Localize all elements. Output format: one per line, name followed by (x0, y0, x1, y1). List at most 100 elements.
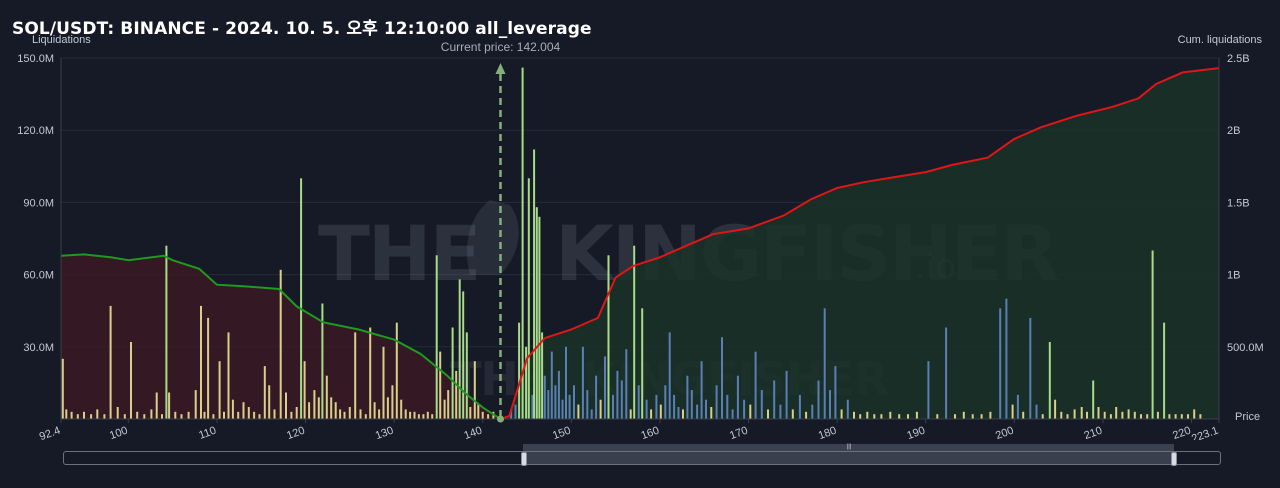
liquidation-bar (568, 394, 571, 419)
liquidation-bar (633, 245, 636, 419)
liquidation-bar (1066, 414, 1069, 419)
x-tick-label: 160 (640, 425, 661, 440)
liquidation-bar (1168, 414, 1171, 419)
liquidation-bar (435, 255, 438, 419)
liquidation-bar (1103, 411, 1106, 419)
liquidation-bar (400, 399, 403, 419)
current-price-marker: Current price: 142.004 (441, 40, 561, 423)
scroller-grip-icon[interactable]: ||| (846, 444, 852, 450)
liquidation-bar (369, 327, 372, 419)
liquidation-bar (736, 375, 739, 419)
liquidation-bar (677, 407, 680, 419)
liquidation-bar (760, 390, 763, 419)
liquidation-bar (439, 351, 442, 419)
liquidation-bar (273, 409, 276, 419)
x-tick-label: 200 (994, 425, 1015, 440)
liquidation-bar (308, 402, 311, 419)
liquidation-bar (417, 414, 420, 419)
liquidation-bar (927, 361, 930, 419)
liquidation-bar (136, 411, 139, 419)
liquidation-bar (481, 411, 484, 419)
liquidation-bar (980, 414, 983, 419)
x-tick-label: 190 (905, 425, 926, 440)
liquidation-bar (1163, 322, 1166, 419)
liquidation-bar (431, 414, 434, 419)
right-tick-label: 500.0M (1227, 342, 1264, 354)
liquidation-bar (1193, 409, 1196, 419)
liquidation-bar (971, 414, 974, 419)
liquidation-bar (954, 414, 956, 419)
liquidation-bar (174, 411, 177, 419)
liquidation-bar (743, 399, 746, 419)
liquidation-bar (547, 390, 550, 419)
liquidation-bar (798, 394, 801, 419)
x-tick-label: 130 (374, 425, 395, 440)
scroller-left-handle[interactable] (521, 452, 527, 466)
liquidation-bar (840, 409, 843, 419)
liquidation-bar (915, 411, 918, 419)
x-tick-label: 92.4 (38, 425, 62, 440)
long-cumulative-area (500, 68, 1219, 419)
left-tick-label: 30.0M (23, 342, 54, 354)
liquidation-bar (586, 390, 589, 419)
liquidation-bar (521, 67, 524, 419)
scroller-right-handle[interactable] (1171, 452, 1177, 466)
liquidation-bar (696, 404, 699, 419)
liquidation-bar (721, 337, 723, 419)
liquidation-bar (625, 349, 628, 419)
x-tick-label: 220 (1171, 425, 1192, 440)
liquidation-bar (395, 322, 398, 419)
left-tick-label: 60.0M (23, 270, 54, 282)
liquidation-bar (650, 409, 653, 419)
liquidation-bar (629, 409, 632, 419)
liquidation-bar (1180, 414, 1183, 419)
liquidation-bar (767, 409, 769, 419)
liquidation-bar (473, 361, 476, 419)
scroller-window[interactable] (524, 452, 1174, 464)
x-axis-title: Price (1235, 411, 1260, 423)
right-tick-label: 2B (1227, 125, 1240, 137)
liquidation-bar (554, 385, 557, 419)
liquidation-bar (462, 291, 465, 419)
liquidation-bar (150, 409, 153, 419)
liquidation-bar (413, 411, 416, 419)
liquidation-bar (1073, 409, 1076, 419)
liquidation-bar (477, 404, 480, 419)
liquidation-bar (1187, 414, 1189, 419)
liquidation-bar (212, 414, 215, 419)
liquidation-bar (313, 390, 316, 419)
x-tick-label: 180 (817, 425, 838, 440)
liquidation-bar (469, 407, 472, 419)
range-scroller[interactable] (63, 451, 1221, 465)
liquidation-bar (268, 385, 271, 419)
liquidation-bar (1121, 411, 1124, 419)
x-tick-label: 150 (551, 425, 572, 440)
liquidation-bar (659, 404, 662, 419)
liquidation-bar (391, 385, 394, 419)
liquidation-bar (83, 411, 85, 419)
liquidation-bar (637, 385, 640, 419)
liquidation-bar (187, 411, 190, 419)
liquidation-bar (1016, 394, 1019, 419)
liquidation-bar (1080, 407, 1083, 419)
liquidation-bar (1174, 414, 1177, 419)
liquidation-bar (155, 392, 158, 419)
liquidation-bar (165, 245, 168, 419)
left-tick-label: 90.0M (23, 197, 54, 209)
current-price-dot (496, 415, 504, 423)
liquidation-bar (409, 411, 412, 419)
liquidation-bar (130, 342, 132, 419)
liquidation-bar (936, 414, 939, 419)
liquidation-bar (989, 411, 992, 419)
liquidation-bar (1133, 411, 1136, 419)
liquidation-bar (76, 414, 79, 419)
liquidation-bar (207, 317, 210, 419)
liquidation-bar (641, 308, 644, 419)
liquidation-bar (655, 394, 658, 419)
liquidation-chart[interactable]: THE KINGFISHER .io THE KINGFISHER .io Cu… (0, 0, 1280, 440)
liquidation-bar (1151, 250, 1154, 419)
liquidation-bar (595, 375, 598, 419)
x-tick-label: 210 (1083, 425, 1104, 440)
liquidation-bar (749, 404, 752, 419)
short-cumulative-line (61, 253, 502, 420)
